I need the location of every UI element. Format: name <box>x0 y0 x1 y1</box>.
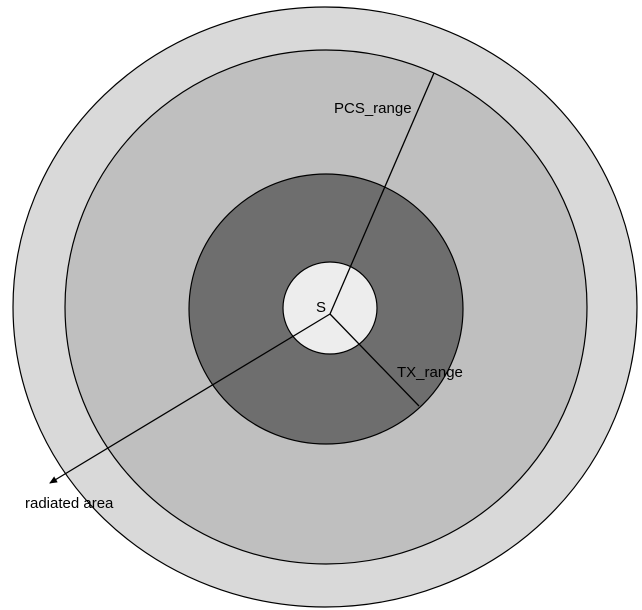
center-label: S <box>316 299 326 316</box>
pcs-range-line <box>329 72 435 315</box>
radiated-area-label: radiated area <box>25 495 114 512</box>
radiated-area-arrow <box>49 313 331 484</box>
tx-range-line <box>329 313 420 407</box>
center-disc <box>282 261 378 355</box>
pcs-range-label: PCS_range <box>334 100 412 117</box>
tx-range-label: TX_range <box>397 364 463 381</box>
